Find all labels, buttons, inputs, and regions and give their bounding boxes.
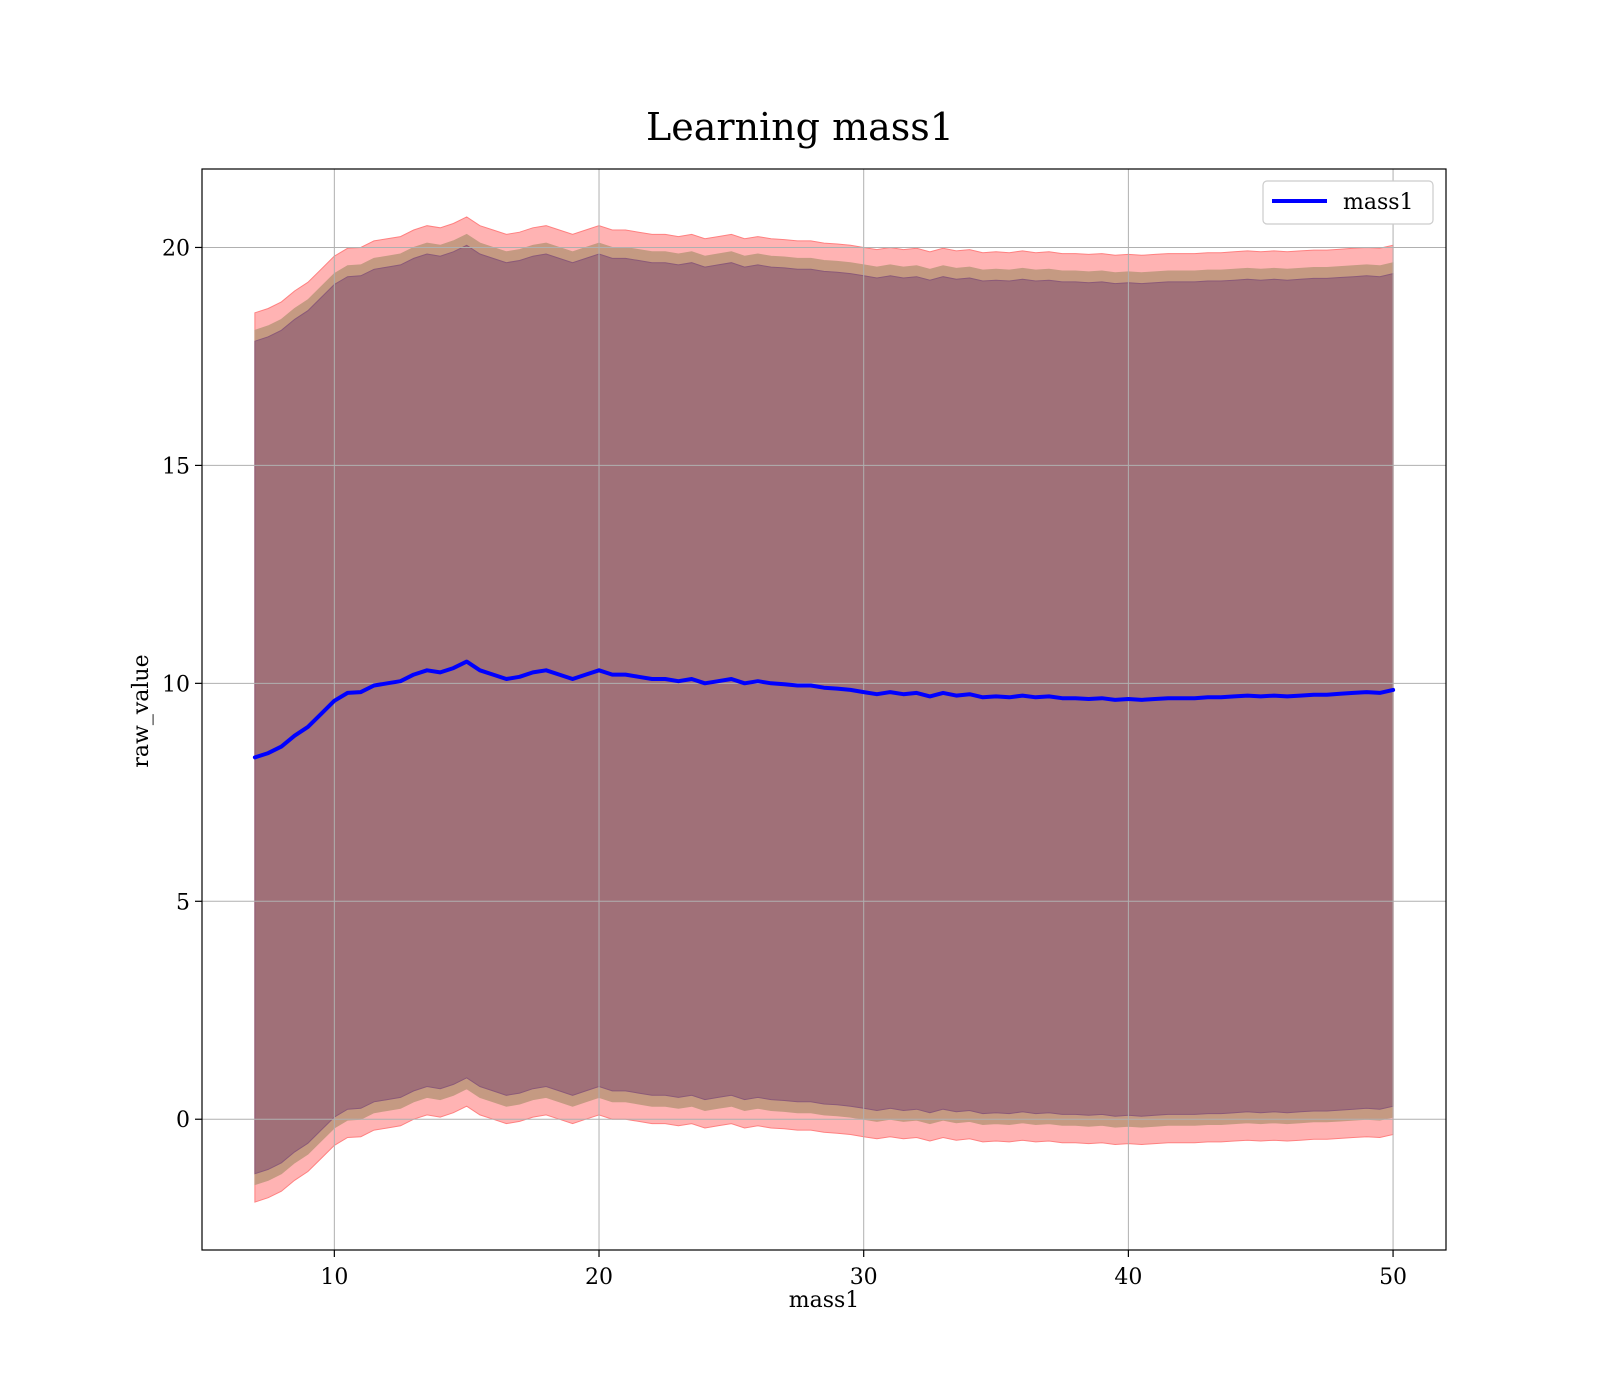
y-tick-label: 5 bbox=[176, 890, 190, 915]
series-line-mass1 bbox=[252, 659, 1396, 760]
x-tick-label: 10 bbox=[320, 1265, 348, 1290]
x-tick-label: 30 bbox=[850, 1265, 878, 1290]
y-tick-label: 10 bbox=[162, 672, 190, 697]
chart-title: Learning mass1 bbox=[646, 105, 954, 149]
x-axis-ticks: 10 20 30 40 50 bbox=[320, 1250, 1407, 1290]
legend-label-mass1: mass1 bbox=[1343, 190, 1414, 215]
x-tick-label: 20 bbox=[585, 1265, 613, 1290]
confidence-bands bbox=[254, 216, 1394, 1203]
x-tick-label: 40 bbox=[1114, 1265, 1142, 1290]
plot-frame bbox=[201, 168, 1447, 1251]
plot-area bbox=[201, 168, 1447, 1251]
legend: mass1 bbox=[1262, 180, 1434, 225]
x-axis-label: mass1 bbox=[789, 1288, 860, 1313]
series-lines bbox=[252, 659, 1396, 760]
y-tick-label: 20 bbox=[162, 236, 190, 261]
y-axis-label: raw_value bbox=[129, 654, 154, 767]
y-axis-ticks: 0 5 10 15 20 bbox=[162, 236, 202, 1133]
band-inner bbox=[254, 244, 1394, 1175]
x-tick-label: 50 bbox=[1379, 1265, 1407, 1290]
y-tick-label: 0 bbox=[176, 1108, 190, 1133]
grid bbox=[202, 169, 1446, 1250]
y-tick-label: 15 bbox=[162, 454, 190, 479]
legend-box bbox=[1262, 180, 1434, 225]
